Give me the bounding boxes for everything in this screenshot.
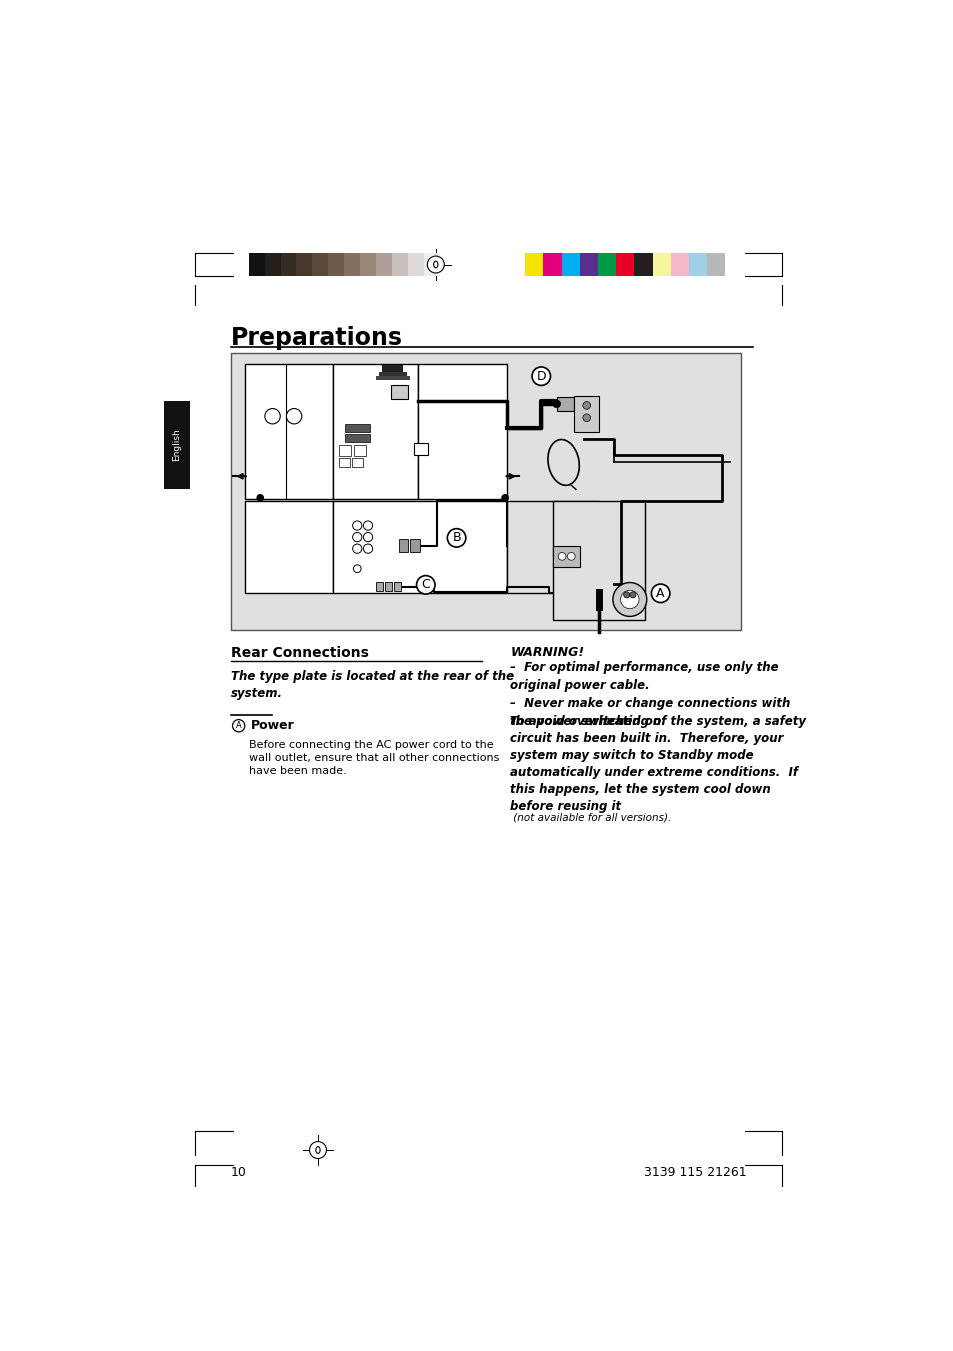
Circle shape [286,408,301,424]
Bar [392,253,407,276]
Bar [414,443,428,455]
Bar [375,582,382,590]
Bar [552,546,579,567]
Bar [706,253,724,276]
Bar [410,539,419,551]
Bar [552,501,644,620]
Circle shape [265,408,280,424]
Bar [398,539,408,551]
Bar [524,253,543,276]
Bar [561,253,579,276]
Bar [688,253,706,276]
Bar [245,501,333,593]
Circle shape [309,1142,326,1159]
Text: (not available for all versions).: (not available for all versions). [510,813,671,823]
Bar [164,401,190,489]
Bar [378,372,406,376]
Circle shape [233,720,245,732]
Circle shape [363,532,373,542]
Circle shape [427,257,444,273]
Circle shape [363,521,373,530]
Bar [506,501,598,593]
Text: The type plate is located at the rear of the
system.: The type plate is located at the rear of… [231,670,514,700]
Bar [338,458,349,467]
Circle shape [532,367,550,385]
Text: To avoid overheating of the system, a safety
circuit has been built in.  Therefo: To avoid overheating of the system, a sa… [510,715,805,813]
Text: Power: Power [251,719,294,732]
Text: WARNING!: WARNING! [510,646,584,659]
Bar [345,424,369,431]
Circle shape [582,401,590,409]
Bar [407,253,423,276]
Circle shape [651,584,669,603]
Bar [280,253,296,276]
Bar [375,253,392,276]
Bar [296,253,312,276]
Bar [328,253,344,276]
Circle shape [629,592,636,598]
Bar [375,376,409,380]
Circle shape [353,565,361,573]
Text: C: C [421,578,430,592]
Text: English: English [172,428,181,462]
Bar [338,446,351,457]
Text: –  For optimal performance, use only the
original power cable.
–  Never make or : – For optimal performance, use only the … [510,661,790,728]
Bar [394,582,400,590]
Circle shape [353,532,361,542]
Bar [543,253,561,276]
Bar [598,253,616,276]
Circle shape [353,544,361,554]
Bar [249,253,264,276]
Text: Before connecting the AC power cord to the
wall outlet, ensure that all other co: Before connecting the AC power cord to t… [249,739,498,775]
Bar [264,253,280,276]
Circle shape [353,521,361,530]
Text: D: D [536,370,545,382]
Bar [354,446,366,457]
Text: 3139 115 21261: 3139 115 21261 [643,1166,746,1179]
Circle shape [567,553,575,561]
Bar [312,253,328,276]
Bar [634,253,652,276]
Bar [381,365,403,372]
Bar [574,396,598,431]
Text: Rear Connections: Rear Connections [231,646,369,659]
Text: A: A [235,721,241,731]
Circle shape [500,494,508,501]
Bar [231,353,740,631]
Bar [616,253,634,276]
Circle shape [363,544,373,554]
Text: B: B [452,531,460,544]
Circle shape [612,582,646,616]
Text: Preparations: Preparations [231,326,402,350]
Circle shape [582,413,590,422]
Circle shape [447,528,465,547]
Bar [670,253,688,276]
Circle shape [416,576,435,594]
Bar [557,397,573,411]
Bar [652,253,670,276]
Bar [345,434,369,442]
Ellipse shape [547,439,578,485]
Bar [352,458,362,467]
Circle shape [256,494,264,501]
Text: A: A [656,586,664,600]
Bar [423,253,439,276]
Bar [359,253,375,276]
Bar [245,363,333,499]
Bar [391,385,408,400]
Circle shape [620,590,639,609]
Bar [417,363,506,499]
Bar [333,501,506,593]
Circle shape [558,553,565,561]
Bar [385,582,392,590]
Text: 10: 10 [231,1166,247,1179]
Circle shape [552,400,560,408]
Bar [344,253,359,276]
Bar [579,253,598,276]
Circle shape [623,592,629,598]
Bar [333,363,417,499]
